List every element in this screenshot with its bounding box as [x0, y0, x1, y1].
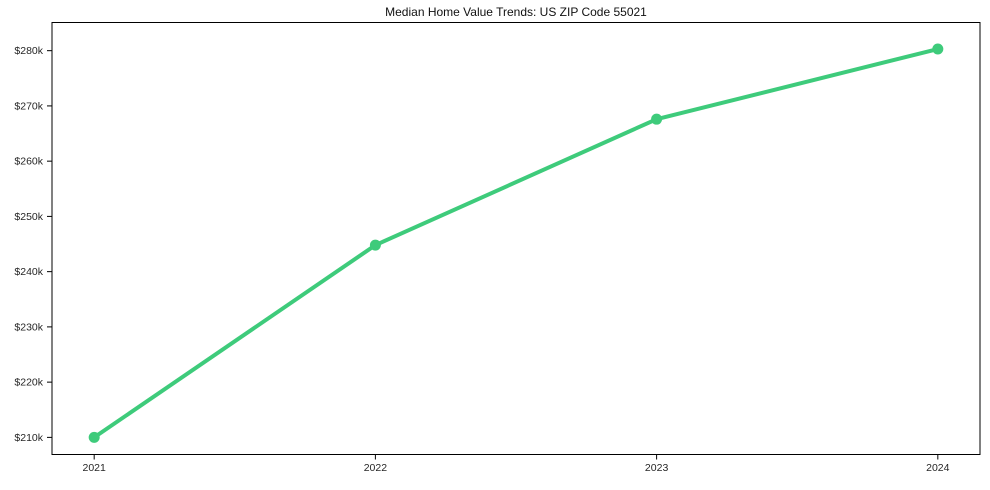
x-axis: 2021 2022 2023 2024 [83, 454, 950, 474]
marker-group [88, 43, 944, 443]
data-point-marker [369, 239, 381, 251]
x-tick-label: 2022 [364, 462, 388, 474]
y-tick-label: $220k [14, 377, 43, 389]
x-tick-label: 2021 [83, 462, 107, 474]
data-point-marker [88, 431, 100, 443]
x-tick-label: 2023 [645, 462, 669, 474]
y-axis: $210k $220k $230k $240k $250k $260k $270k $280k [14, 45, 52, 444]
series-group [92, 47, 940, 440]
y-tick-label: $280k [14, 45, 43, 57]
y-tick-label: $240k [14, 266, 43, 278]
y-tick-label: $270k [14, 100, 43, 112]
y-tick-label: $250k [14, 211, 43, 223]
chart-title: Median Home Value Trends: US ZIP Code 55… [385, 5, 647, 19]
series-line [92, 47, 940, 440]
y-tick-label: $260k [14, 156, 43, 168]
data-point-marker [932, 43, 944, 55]
y-tick-label: $210k [14, 432, 43, 444]
data-point-marker [651, 113, 663, 125]
y-tick-label: $230k [14, 321, 43, 333]
plot-area [51, 22, 981, 455]
x-tick-label: 2024 [926, 462, 950, 474]
